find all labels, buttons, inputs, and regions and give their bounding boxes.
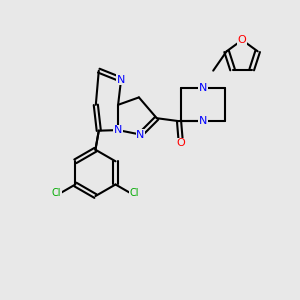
Text: N: N — [117, 75, 125, 85]
Text: N: N — [199, 83, 207, 94]
Text: Cl: Cl — [129, 188, 139, 198]
Text: N: N — [136, 130, 145, 140]
Text: N: N — [199, 116, 207, 126]
Text: O: O — [238, 35, 247, 45]
Text: O: O — [176, 139, 185, 148]
Text: Cl: Cl — [52, 188, 62, 198]
Text: N: N — [114, 125, 122, 135]
